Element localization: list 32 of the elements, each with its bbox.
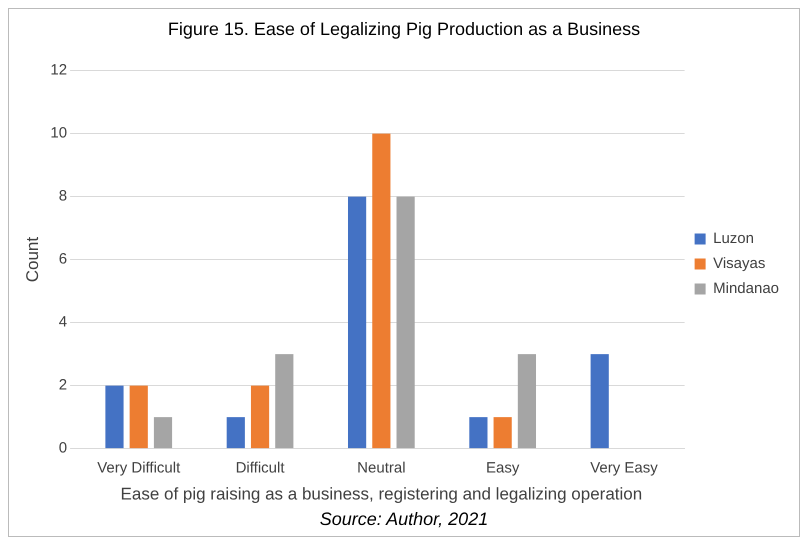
x-tick-label: Difficult [236, 460, 286, 477]
bar [469, 417, 488, 448]
bar [154, 417, 172, 448]
bar [105, 386, 124, 448]
bar [396, 196, 415, 448]
legend-label: Visayas [713, 255, 766, 272]
y-tick-label: 10 [50, 124, 68, 142]
x-tick-label: Very Difficult [97, 460, 182, 477]
bar [130, 386, 148, 448]
legend-label: Mindanao [713, 280, 780, 298]
bar [494, 417, 512, 448]
y-tick-label: 2 [58, 376, 68, 394]
bar [250, 386, 270, 448]
bar [372, 134, 390, 448]
y-tick-label: 8 [58, 188, 68, 205]
bar [518, 354, 536, 448]
bar [226, 417, 245, 448]
y-tick-label: 0 [58, 440, 68, 457]
bar [590, 354, 609, 448]
chart-title: Figure 15. Ease of Legalizing Pig Production as a Business [168, 18, 640, 39]
y-tick-label: 12 [50, 62, 68, 79]
bar [348, 196, 366, 448]
x-tick-label: Neutral [357, 460, 406, 477]
x-tick-label: Easy [486, 460, 520, 477]
y-axis-title: Count [22, 236, 42, 282]
y-tick-label: 6 [58, 250, 68, 268]
legend-label: Luzon [713, 230, 754, 248]
x-tick-label: Very Easy [590, 460, 658, 477]
x-axis-title: Ease of pig raising as a business, registering and legalizing operation [120, 484, 642, 504]
bar [275, 354, 294, 448]
y-tick-label: 4 [58, 314, 68, 331]
source-note: Source: Author, 2021 [318, 509, 490, 531]
